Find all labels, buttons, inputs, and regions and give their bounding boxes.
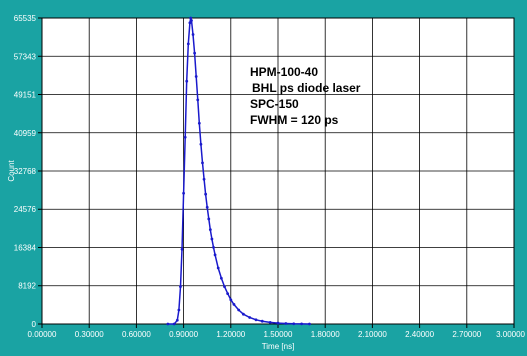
annotation-box: HPM-100-40 BHL ps diode laser SPC-150 FW…	[250, 65, 361, 127]
x-tick-label: 2.40000	[405, 330, 434, 339]
x-tick-label: 0.60000	[122, 330, 151, 339]
data-point	[254, 318, 258, 322]
data-point	[196, 98, 200, 102]
data-point	[201, 161, 204, 165]
data-point	[213, 253, 217, 257]
data-point	[180, 247, 184, 251]
data-point	[190, 19, 193, 22]
data-point	[223, 285, 226, 289]
x-tick-label: 0.30000	[75, 330, 104, 339]
y-tick-label: 8192	[18, 282, 36, 291]
annotation-line-2: BHL ps diode laser	[252, 81, 361, 95]
data-point	[210, 237, 214, 241]
y-tick-label: 0	[32, 320, 37, 329]
annotation-line-1: HPM-100-40	[250, 65, 318, 79]
data-point	[172, 322, 176, 326]
data-point	[226, 292, 230, 296]
data-point	[177, 308, 181, 312]
x-tick-label: 0.00000	[28, 330, 57, 339]
data-point	[237, 308, 241, 312]
data-point	[189, 16, 193, 20]
data-point	[193, 51, 197, 55]
data-point	[241, 312, 245, 316]
data-point	[268, 320, 272, 324]
x-tick-label: 3.00000	[496, 330, 525, 339]
y-tick-label: 49151	[14, 91, 37, 100]
y-axis-title: Count	[7, 160, 16, 182]
data-point	[212, 246, 215, 249]
data-point	[248, 316, 252, 319]
x-tick-label: 1.50000	[264, 330, 293, 339]
y-tick-label: 24576	[14, 205, 37, 214]
data-point	[194, 75, 198, 78]
data-point	[185, 79, 189, 83]
data-point	[202, 177, 206, 181]
y-tick-label: 40959	[14, 129, 37, 138]
data-point	[182, 191, 186, 195]
data-point	[308, 322, 311, 326]
y-axis: 0 8192 16384 24576 32768 40959 49151 57343 65535	[14, 14, 42, 329]
data-point	[292, 322, 296, 326]
data-point	[208, 228, 212, 232]
y-tick-label: 16384	[14, 243, 37, 252]
data-point	[207, 217, 211, 221]
data-point	[199, 142, 203, 146]
data-point	[197, 121, 201, 125]
data-point	[175, 318, 179, 322]
data-point	[183, 135, 187, 139]
data-point	[166, 322, 170, 326]
data-point	[232, 302, 236, 306]
data-point	[204, 192, 208, 196]
y-tick-label: 32768	[14, 167, 37, 176]
data-point	[229, 298, 233, 302]
data-point	[284, 322, 288, 325]
y-tick-label: 65535	[14, 14, 37, 23]
data-point	[188, 21, 192, 25]
x-axis-title: Time [ns]	[262, 342, 295, 351]
annotation-line-4: FWHM = 120 ps	[250, 113, 339, 127]
data-point	[186, 42, 190, 46]
x-tick-label: 2.10000	[358, 330, 387, 339]
data-point	[219, 276, 223, 280]
data-point	[191, 33, 195, 36]
annotation-line-3: SPC-150	[250, 97, 299, 111]
x-tick-label: 0.90000	[169, 330, 198, 339]
x-tick-label: 1.80000	[311, 330, 340, 339]
x-axis: 0.00000 0.30000 0.60000 0.90000 1.20000 1.500…	[28, 324, 526, 339]
data-point	[216, 266, 220, 270]
data-point	[300, 322, 303, 326]
x-tick-label: 2.70000	[452, 330, 481, 339]
data-point	[260, 319, 264, 323]
data-point	[179, 285, 182, 289]
y-tick-label: 57343	[14, 52, 37, 61]
x-tick-label: 1.20000	[216, 330, 245, 339]
data-point	[276, 321, 280, 325]
data-point	[205, 205, 209, 209]
data-series	[166, 16, 311, 326]
